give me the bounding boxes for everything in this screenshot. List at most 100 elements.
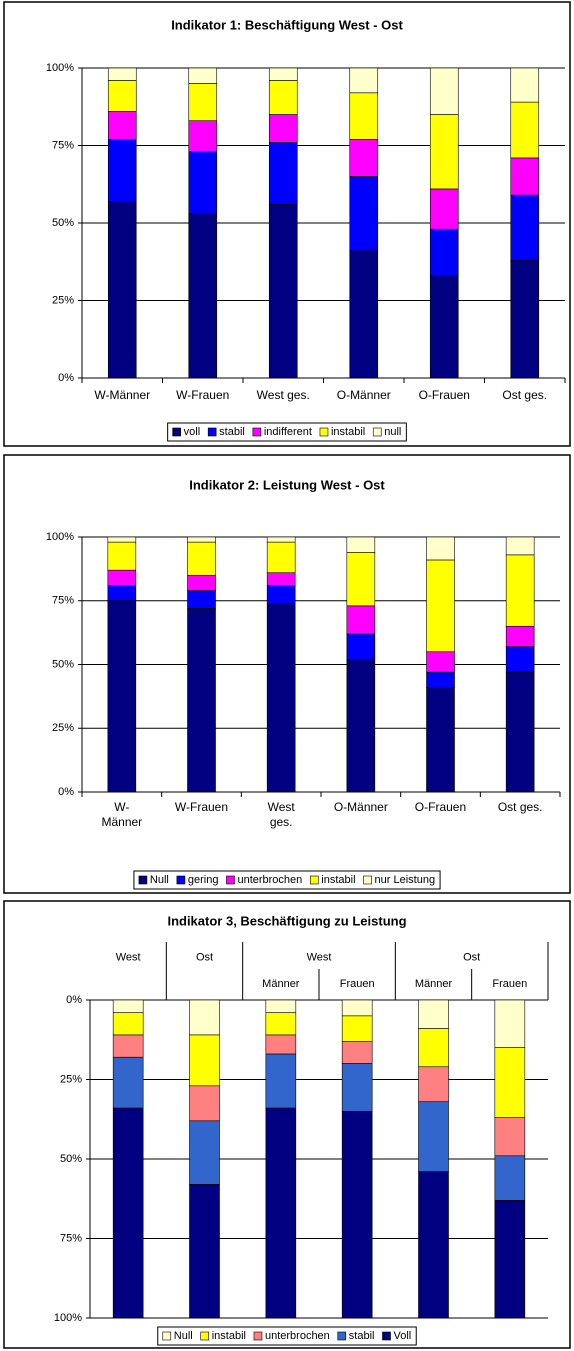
legend-swatch: [319, 427, 329, 437]
legend-label: stabil: [349, 1330, 375, 1342]
bar-segment: [189, 1120, 220, 1185]
x-tick-label-box: O-Frauen: [414, 800, 467, 814]
chart-title: Indikator 3, Beschäftigung zu Leistung: [167, 913, 406, 928]
x-tick-label: W-Frauen: [174, 800, 229, 814]
y-tick-label: 100%: [46, 531, 74, 543]
x-tick-label-box: O-Männer: [333, 800, 388, 814]
x-tick-label: Ost ges.: [497, 800, 543, 814]
bar-segment: [188, 151, 218, 214]
x-tick-label: W-Frauen: [176, 388, 229, 402]
bar-segment: [107, 80, 137, 112]
bar-segment: [265, 1012, 297, 1036]
bar-segment: [510, 157, 540, 196]
legend-label: unterbrochen: [265, 1330, 330, 1342]
x-tick-label-box: W-Frauen: [174, 800, 229, 814]
bar-segment: [187, 541, 216, 576]
bar-segment: [268, 204, 298, 379]
y-tick-label: 0%: [58, 786, 74, 798]
bar-segment: [107, 67, 137, 81]
bar-segment: [107, 111, 137, 140]
bar-segment: [494, 1200, 526, 1319]
bar-segment: [341, 1111, 373, 1319]
legend-label: null: [384, 426, 401, 438]
bar-segment: [429, 188, 459, 230]
bar-segment: [349, 67, 379, 94]
legend-swatch: [138, 875, 148, 885]
bar-segment: [349, 176, 379, 252]
bar-segment: [266, 585, 296, 604]
bar-segment: [189, 1184, 220, 1319]
legend-label: stabil: [219, 426, 245, 438]
bar-segment: [505, 554, 535, 627]
chart-title: Indikator 2: Leistung West - Ost: [189, 477, 385, 492]
bar-segment: [505, 536, 535, 556]
x-tick-label: O-Frauen: [419, 388, 470, 402]
bar-segment: [510, 101, 540, 159]
legend-label: Null: [150, 874, 169, 886]
bar-segment: [107, 201, 137, 379]
bar-segment: [112, 1034, 144, 1058]
x-tick-label-box: Ost ges.: [497, 800, 543, 814]
y-tick-label: 25%: [52, 294, 74, 306]
bar-segment: [341, 1015, 373, 1042]
bar-segment: [189, 1034, 220, 1087]
x-tick-label: West: [116, 951, 141, 963]
x-tick-label: West ges.: [267, 800, 295, 829]
x-tick-label: O-Frauen: [414, 800, 467, 814]
bar-segment: [349, 139, 379, 177]
bar-segment: [418, 1171, 449, 1319]
x-tick-label: Ost: [196, 951, 213, 963]
legend-swatch: [176, 875, 186, 885]
legend-swatch: [172, 427, 181, 437]
bar-segment: [268, 67, 298, 81]
bar-segment: [418, 1066, 449, 1103]
legend-label: Voll: [393, 1330, 411, 1342]
legend-box: [167, 422, 407, 442]
legend-swatch: [363, 875, 372, 885]
y-tick-label: 50%: [60, 1153, 82, 1165]
legend: voll stabil indifferent instabil null: [167, 422, 407, 442]
bar-segment: [265, 1107, 297, 1319]
bar-segment: [107, 600, 137, 793]
x-tick-label: O-Männer: [333, 800, 388, 814]
bar-segment: [494, 999, 526, 1049]
x-tick-label: West ges.: [257, 388, 310, 402]
y-tick-label: 75%: [60, 1232, 82, 1244]
legend-swatch: [162, 1331, 172, 1341]
bar-segment: [426, 687, 455, 793]
x-tick-label-box: West ges.: [267, 800, 295, 829]
bar-segment: [265, 1034, 297, 1055]
bar-segment: [418, 1101, 449, 1173]
legend-swatch: [200, 1331, 210, 1341]
legend-swatch: [309, 875, 319, 885]
bar-segment: [494, 1047, 526, 1118]
bar-segment: [107, 585, 137, 602]
bar-segment: [426, 651, 455, 673]
bar-segment: [268, 80, 298, 115]
legend-label: Null: [174, 1330, 193, 1342]
legend-swatch: [372, 427, 382, 437]
bar-segment: [265, 999, 297, 1014]
legend-label: gering: [188, 874, 219, 886]
x-tick-label: Ost ges.: [502, 388, 547, 402]
bar-segment: [426, 536, 455, 561]
bar-segment: [510, 259, 540, 379]
legend-label: unterbrochen: [237, 874, 302, 886]
y-tick-label: 50%: [52, 658, 74, 670]
bar-segment: [426, 559, 455, 653]
bar-segment: [187, 590, 216, 609]
legend-swatch: [253, 1331, 263, 1341]
bar-segment: [112, 999, 144, 1014]
bar-segment: [426, 671, 455, 688]
bar-segment: [265, 1053, 297, 1109]
bar-segment: [505, 625, 535, 647]
bar-segment: [418, 999, 449, 1029]
chart-title: Indikator 1: Beschäftigung West - Ost: [171, 17, 403, 32]
bar-segment: [429, 114, 459, 190]
bar-segment: [266, 536, 296, 543]
bar-segment: [107, 536, 137, 543]
x-tick-label: O-Männer: [337, 388, 391, 402]
bar-segment: [188, 67, 218, 84]
bar-segment: [346, 633, 376, 660]
